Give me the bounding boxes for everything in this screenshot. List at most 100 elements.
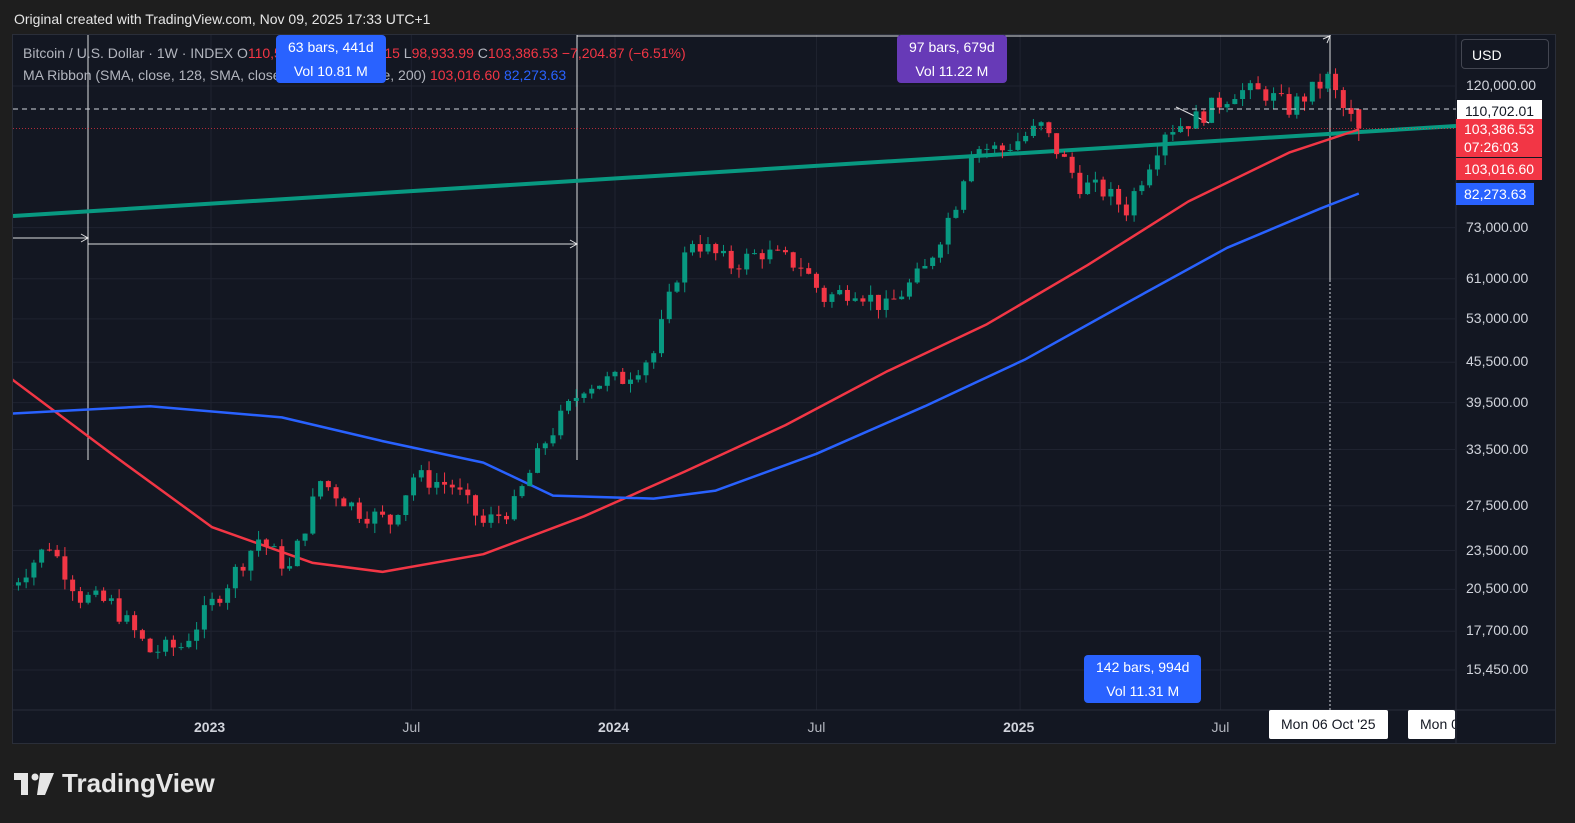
candle-body — [54, 549, 60, 557]
chart-canvas[interactable] — [13, 35, 1555, 743]
candle-body — [1201, 111, 1207, 123]
candle-body — [411, 477, 417, 496]
price-tick-label: 17,700.00 — [1466, 622, 1529, 639]
ma-line-blue — [13, 192, 1360, 500]
price-tick-label: 27,500.00 — [1466, 496, 1529, 513]
candle-body — [310, 496, 316, 534]
currency-button[interactable]: USD — [1461, 39, 1549, 69]
brand-name: TradingView — [62, 768, 215, 798]
legend-low-label: L — [403, 45, 412, 61]
candle-body — [581, 393, 587, 398]
candle-body — [1046, 122, 1052, 134]
candle-body — [488, 514, 494, 523]
price-tick-label: 53,000.00 — [1466, 309, 1529, 326]
chart-pane[interactable] — [12, 34, 1556, 744]
candle-body — [1038, 122, 1044, 126]
measure-tag-2: 97 bars, 679d Vol 11.22 M — [897, 35, 1007, 83]
candle-body — [449, 484, 455, 488]
candle-body — [356, 502, 362, 519]
moving-averages — [13, 124, 1457, 574]
candle-body — [1092, 179, 1098, 183]
candle-body — [922, 265, 928, 269]
candle-body — [426, 470, 432, 488]
candle-body — [1069, 156, 1075, 173]
candle-body — [217, 598, 223, 603]
chart-overlay — [13, 108, 1456, 710]
candle-body — [1100, 179, 1106, 197]
candle-body — [1317, 81, 1323, 89]
candle-body — [85, 594, 91, 603]
candle-body — [318, 481, 324, 497]
price-tick-label: 23,500.00 — [1466, 541, 1529, 558]
candle-body — [263, 539, 269, 547]
candle-body — [279, 546, 285, 569]
candles — [13, 68, 1362, 659]
candle-body — [170, 639, 176, 648]
candle-body — [1185, 126, 1191, 129]
legend-symbol: Bitcoin / U.S. Dollar · 1W · INDEX — [23, 45, 234, 61]
candle-body — [139, 630, 145, 639]
measure-tag-1-line2: Vol 10.81 M — [293, 63, 368, 79]
candle-body — [1178, 126, 1184, 133]
candle-body — [1240, 90, 1246, 100]
tradingview-logo-icon — [14, 772, 54, 795]
measure-tag-3-line2: Vol 11.31 M — [1106, 683, 1180, 699]
crosshair-price-label: 110,702.01 — [1456, 99, 1544, 121]
crosshair-time-label: Mon 06 Oct '25 — [1269, 710, 1388, 739]
time-tick-label: 2024 — [598, 719, 630, 735]
candle-body — [829, 294, 835, 302]
candle-body — [999, 145, 1005, 151]
candle-body — [1263, 89, 1269, 101]
candle-body — [1224, 104, 1230, 108]
candle-body — [77, 591, 83, 603]
candle-body — [504, 515, 510, 520]
price-tick-label: 20,500.00 — [1466, 580, 1529, 597]
candle-body — [1170, 132, 1176, 135]
candle-body — [573, 397, 579, 401]
candle-body — [705, 244, 711, 252]
candle-body — [380, 511, 386, 515]
candle-body — [527, 472, 533, 487]
candle-body — [782, 250, 788, 253]
candle-body — [682, 252, 688, 283]
candle-body — [821, 287, 827, 302]
candle-body — [457, 487, 463, 490]
candle-body — [178, 647, 184, 649]
candle-body — [496, 514, 502, 516]
candle-body — [1077, 172, 1083, 195]
candle-body — [511, 496, 517, 520]
candle-body — [333, 487, 339, 499]
candle-body — [720, 250, 726, 254]
candle-body — [387, 514, 393, 525]
price-tick-label: 45,500.00 — [1466, 353, 1529, 370]
candle-body — [302, 533, 308, 541]
candle-body — [1216, 97, 1222, 108]
candle-body — [1015, 141, 1021, 150]
candle-body — [271, 546, 277, 548]
price-tick-label: 39,500.00 — [1466, 393, 1529, 410]
candle-body — [566, 400, 572, 411]
candle-body — [372, 511, 378, 524]
candle-body — [906, 282, 912, 297]
candle-body — [1333, 73, 1339, 91]
candle-body — [155, 651, 161, 653]
candle-body — [1023, 135, 1029, 142]
candle-body — [1325, 73, 1331, 89]
time-tick-label: Jul — [402, 719, 421, 735]
candle-body — [937, 244, 943, 258]
candle-body — [186, 640, 192, 648]
candle-body — [240, 566, 246, 571]
candle-body — [403, 495, 409, 515]
measure-tag-2-line1: 97 bars, 679d — [909, 39, 995, 55]
candle-body — [147, 638, 153, 653]
candle-body — [1054, 133, 1060, 155]
candle-body — [860, 298, 866, 302]
ma-line-red — [13, 128, 1360, 574]
price-tick-label: 15,450.00 — [1466, 661, 1529, 677]
legend-close-value: 103,386.53 — [487, 45, 558, 61]
candle-body — [132, 615, 138, 631]
candle-body — [627, 379, 633, 384]
candle-body — [62, 556, 68, 580]
candle-body — [201, 605, 207, 630]
candle-body — [767, 249, 773, 260]
